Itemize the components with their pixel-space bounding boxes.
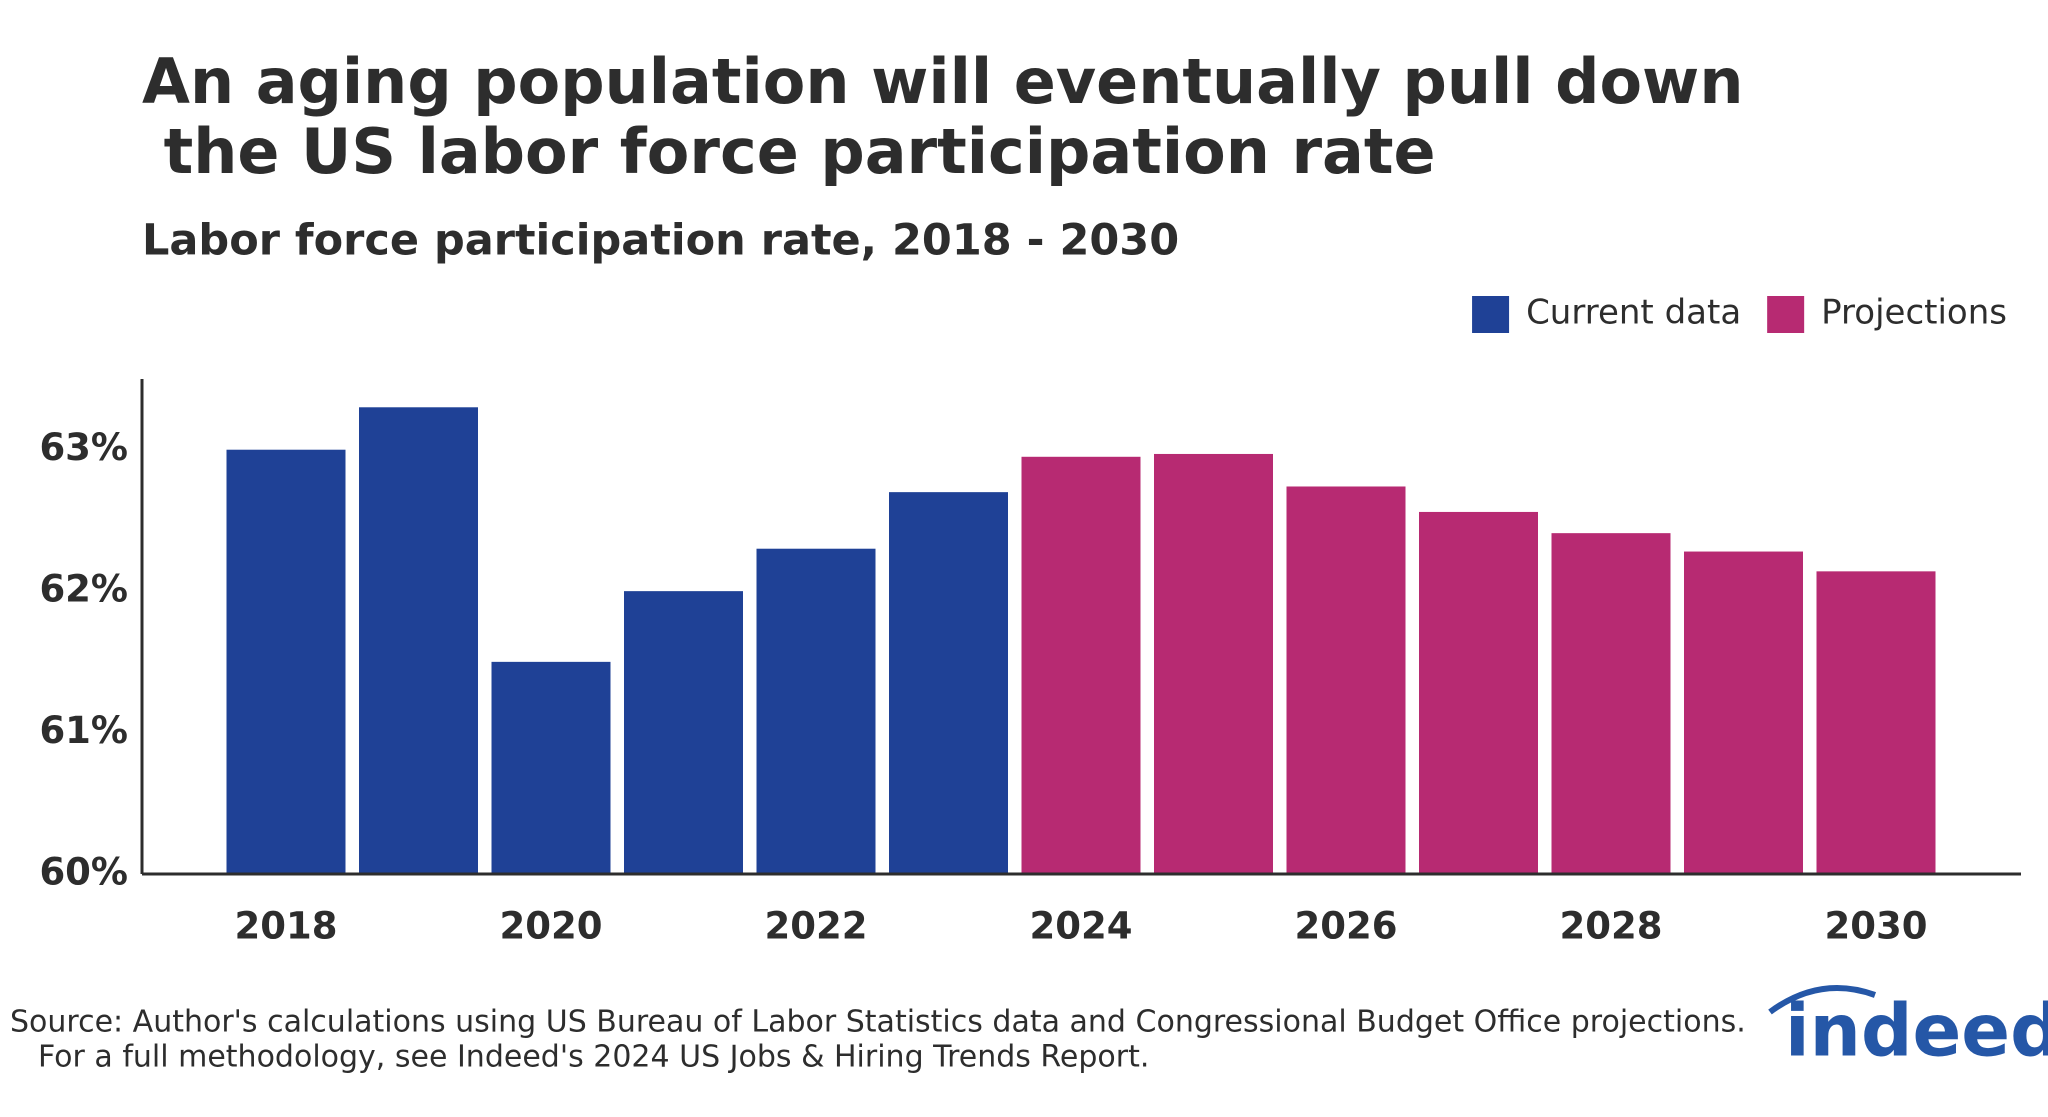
x-tick-label: 2026 xyxy=(1295,905,1398,948)
chart-title: An aging population will eventually pull… xyxy=(142,45,1743,118)
x-tick-label: 2030 xyxy=(1825,905,1928,948)
legend-swatch xyxy=(1472,296,1510,333)
bar xyxy=(624,591,743,874)
x-tick-label: 2022 xyxy=(765,905,868,948)
chart-subtitle: Labor force participation rate, 2018 - 2… xyxy=(142,216,1179,266)
y-tick-label: 62% xyxy=(39,568,128,611)
bar xyxy=(226,449,346,874)
x-tick-label: 2024 xyxy=(1030,905,1133,948)
bar xyxy=(756,548,876,874)
y-tick-label: 60% xyxy=(39,851,128,894)
bar xyxy=(1816,571,1936,874)
bar xyxy=(1684,551,1803,874)
bar xyxy=(1154,453,1273,874)
x-tick-label: 2018 xyxy=(235,905,338,948)
source-note: For a full methodology, see Indeed's 202… xyxy=(38,1040,1149,1075)
legend-label: Current data xyxy=(1526,293,1741,333)
bar xyxy=(491,661,611,874)
bar xyxy=(1551,533,1671,874)
logo-arc xyxy=(1768,984,1877,1015)
legend-label: Projections xyxy=(1821,293,2007,333)
logo: indeed xyxy=(1785,989,2048,1073)
bar xyxy=(1419,511,1538,874)
bar xyxy=(889,492,1008,874)
bar xyxy=(359,407,478,874)
bar xyxy=(1286,486,1406,874)
source-note: Source: Author's calculations using US B… xyxy=(10,1005,1746,1040)
x-tick-label: 2028 xyxy=(1560,905,1663,948)
x-tick-label: 2020 xyxy=(500,905,603,948)
bar xyxy=(1021,456,1141,874)
chart-title: the US labor force participation rate xyxy=(142,115,1436,188)
y-tick-label: 63% xyxy=(39,426,128,469)
y-tick-label: 61% xyxy=(39,709,128,752)
legend-swatch xyxy=(1767,296,1805,333)
